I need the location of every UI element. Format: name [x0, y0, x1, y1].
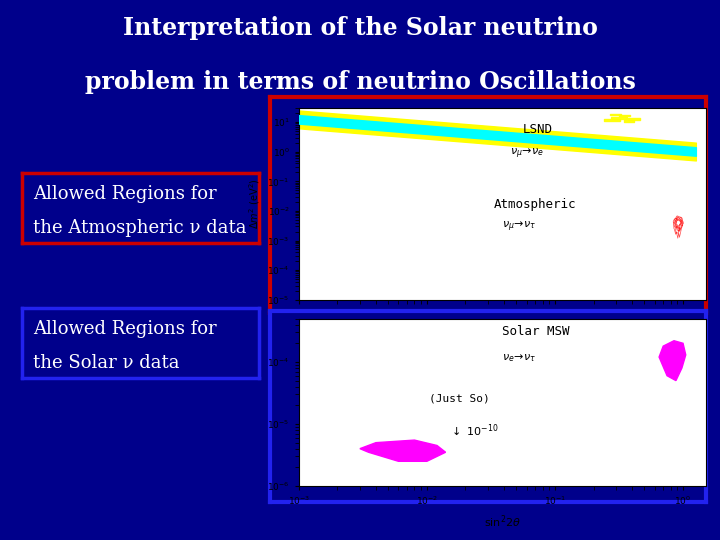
Text: LSND: LSND: [523, 123, 552, 136]
Text: Allowed Regions for: Allowed Regions for: [33, 320, 217, 338]
Text: Allowed Regions for: Allowed Regions for: [33, 185, 217, 203]
Text: Atmospheric: Atmospheric: [494, 198, 577, 211]
Text: Solar MSW: Solar MSW: [503, 325, 570, 338]
Text: $\nu_e\!\rightarrow\!\nu_\tau$: $\nu_e\!\rightarrow\!\nu_\tau$: [503, 352, 536, 364]
Text: problem in terms of neutrino Oscillations: problem in terms of neutrino Oscillation…: [84, 70, 636, 94]
Polygon shape: [360, 440, 446, 461]
Text: the Solar ν data: the Solar ν data: [33, 354, 180, 372]
Polygon shape: [659, 341, 685, 381]
Text: Interpretation of the Solar neutrino: Interpretation of the Solar neutrino: [122, 16, 598, 40]
Text: (Just So): (Just So): [429, 394, 490, 404]
Text: $\nu_\mu\!\rightarrow\!\nu_e$: $\nu_\mu\!\rightarrow\!\nu_e$: [510, 146, 544, 161]
X-axis label: $\sin^2\!2\theta$: $\sin^2\!2\theta$: [484, 513, 521, 530]
Text: the Atmospheric ν data: the Atmospheric ν data: [33, 219, 247, 237]
Text: $\nu_\mu\!\rightarrow\!\nu_\tau$: $\nu_\mu\!\rightarrow\!\nu_\tau$: [503, 219, 536, 234]
Y-axis label: $\Delta m^2\ (\mathrm{eV}^2)$: $\Delta m^2\ (\mathrm{eV}^2)$: [247, 179, 262, 229]
Text: $\downarrow\ 10^{-10}$: $\downarrow\ 10^{-10}$: [449, 422, 499, 438]
